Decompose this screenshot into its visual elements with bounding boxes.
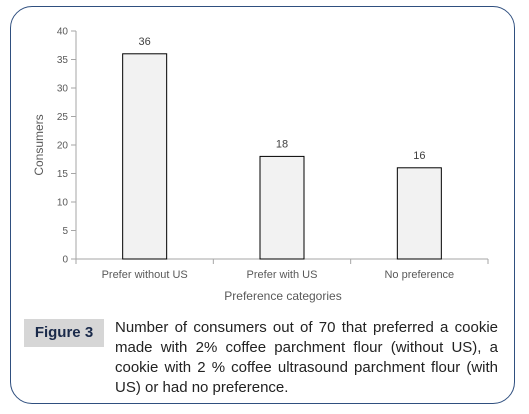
y-tick-label: 5	[62, 226, 68, 237]
figure-caption-text: Number of consumers out of 70 that prefe…	[115, 319, 498, 396]
x-tick-label: No preference	[384, 269, 454, 281]
y-tick-label: 40	[57, 27, 69, 38]
y-tick-label: 35	[57, 55, 69, 66]
bar	[396, 167, 442, 260]
data-label: 36	[139, 36, 151, 48]
y-tick-label: 10	[57, 198, 69, 209]
bar	[259, 155, 305, 260]
x-tick-label: Prefer without US	[102, 269, 188, 281]
y-tick-label: 25	[57, 112, 69, 123]
y-tick-label: 20	[57, 141, 69, 152]
x-tick-label: Prefer with US	[247, 269, 318, 281]
y-tick-label: 0	[62, 255, 68, 266]
x-axis-title: Preference categories	[224, 289, 341, 303]
bar	[122, 53, 168, 260]
data-label: 18	[276, 138, 288, 150]
y-tick-label: 15	[57, 169, 69, 180]
chart-bars	[122, 53, 442, 260]
y-axis-title: Consumers	[32, 114, 46, 175]
data-label: 16	[413, 150, 425, 162]
chart-labels: 36 Prefer without US 18 Prefer with US 16 No …	[102, 36, 455, 281]
y-tick-label: 30	[57, 84, 69, 95]
figure-label: Figure 3	[24, 319, 104, 347]
